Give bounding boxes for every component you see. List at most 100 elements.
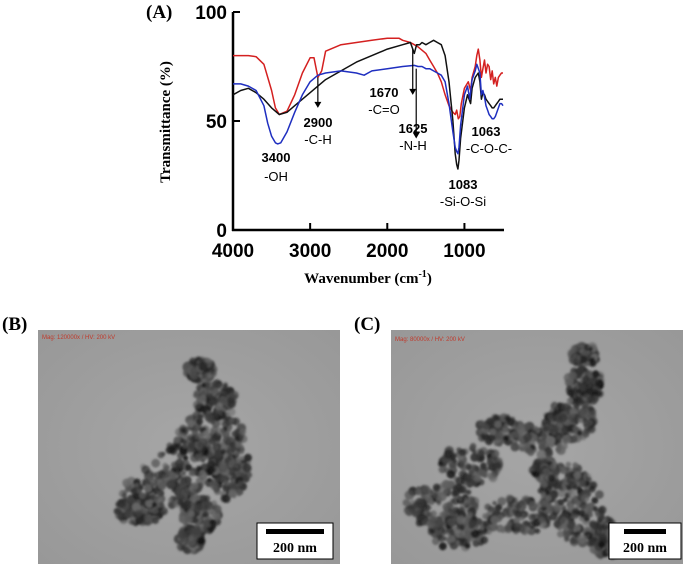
nanoparticle — [225, 495, 231, 501]
nanoparticle — [503, 435, 510, 442]
annotation-3400: 3400 -OH — [262, 150, 291, 184]
nanoparticle — [507, 418, 515, 426]
nanoparticle — [482, 513, 489, 520]
nanoparticle — [203, 503, 210, 510]
nanoparticle — [560, 426, 568, 434]
nanoparticle — [538, 443, 547, 451]
nanoparticle — [465, 463, 472, 471]
nanoparticle — [167, 444, 175, 452]
nanoparticle — [220, 448, 226, 455]
nanoparticle — [554, 506, 561, 512]
annotation-1670-value: 1670 — [370, 85, 399, 100]
nanoparticle — [217, 383, 224, 390]
nanoparticle — [561, 504, 566, 510]
nanoparticle — [194, 494, 201, 501]
nanoparticle — [243, 477, 249, 483]
nanoparticle — [469, 442, 477, 450]
nanoparticle — [564, 472, 570, 478]
nanoparticle — [192, 517, 199, 524]
nanoparticle — [162, 462, 168, 469]
nanoparticle — [477, 449, 485, 457]
annotation-1625-group: -N-H — [399, 138, 426, 153]
nanoparticle — [459, 530, 469, 540]
nanoparticle — [181, 488, 190, 497]
nanoparticle — [528, 501, 538, 511]
nanoparticle — [152, 507, 159, 515]
nanoparticle — [185, 524, 192, 531]
nanoparticle — [471, 464, 479, 472]
nanoparticle — [209, 428, 216, 434]
nanoparticle — [482, 429, 488, 435]
nanoparticle — [513, 501, 521, 508]
nanoparticle — [595, 390, 602, 397]
nanoparticle — [166, 479, 176, 490]
annotation-3400-group: -OH — [264, 169, 288, 184]
annotation-2900-value: 2900 — [304, 115, 333, 130]
nanoparticle — [480, 536, 489, 544]
nanoparticle — [482, 520, 490, 527]
nanoparticle — [480, 462, 487, 469]
nanoparticle — [467, 512, 474, 519]
nanoparticle — [219, 395, 227, 404]
nanoparticle — [189, 357, 197, 366]
series-line-1 — [233, 37, 503, 120]
nanoparticle — [189, 367, 198, 375]
nanoparticle — [430, 510, 437, 518]
nanoparticle — [556, 442, 562, 448]
nanoparticle — [578, 509, 586, 517]
nanoparticle — [167, 497, 174, 504]
nanoparticle — [452, 526, 458, 532]
nanoparticle — [452, 458, 458, 464]
x-tick-label-4000: 4000 — [212, 241, 254, 262]
nanoparticle — [568, 371, 577, 380]
nanoparticle — [459, 537, 468, 547]
y-tick-label-100: 100 — [195, 3, 227, 24]
nanoparticle — [592, 506, 598, 512]
nanoparticle — [470, 529, 480, 539]
nanoparticle — [179, 501, 188, 510]
nanoparticle — [144, 513, 153, 523]
x-ticks: 4000 3000 2000 1000 — [212, 223, 486, 262]
nanoparticle — [545, 435, 556, 446]
nanoparticle — [182, 439, 188, 445]
nanoparticle — [197, 441, 204, 449]
nanoparticle — [212, 420, 220, 428]
panel-c-label: (C) — [354, 314, 380, 335]
nanoparticle — [584, 504, 594, 513]
nanoparticle — [506, 521, 512, 527]
nanoparticle — [573, 358, 579, 364]
nanoparticle — [181, 545, 186, 551]
annotation-1063-group: -C-O-C- — [466, 141, 512, 156]
nanoparticle — [591, 497, 599, 504]
nanoparticle — [418, 513, 426, 521]
nanoparticle — [549, 463, 557, 471]
nanoparticle — [185, 464, 193, 471]
nanoparticle — [585, 387, 593, 395]
nanoparticle — [559, 516, 569, 526]
nanoparticle — [569, 407, 577, 415]
nanoparticle — [187, 434, 195, 442]
nanoparticle — [598, 541, 606, 549]
nanoparticle — [541, 500, 549, 508]
nanoparticle — [532, 462, 541, 471]
nanoparticle — [585, 361, 591, 367]
nanoparticle — [121, 492, 127, 498]
nanoparticle — [547, 474, 556, 483]
nanoparticle — [132, 492, 141, 501]
tem-c-meta: Mag: 80000x / HV: 200 kV — [395, 337, 465, 343]
annotation-arrows — [314, 49, 420, 139]
nanoparticle — [161, 451, 166, 457]
annotation-1625: 1625 -N-H — [399, 121, 428, 153]
nanoparticle — [576, 430, 583, 436]
nanoparticle — [221, 407, 227, 413]
nanoparticle — [157, 489, 165, 497]
nanoparticle — [415, 519, 423, 527]
nanoparticle — [223, 382, 228, 388]
nanoparticle — [538, 516, 546, 524]
nanoparticle — [480, 432, 489, 441]
nanoparticle — [207, 466, 216, 475]
scale-bar-c — [624, 529, 666, 534]
nanoparticle — [419, 486, 429, 495]
nanoparticle — [124, 510, 133, 519]
nanoparticle — [511, 430, 519, 439]
